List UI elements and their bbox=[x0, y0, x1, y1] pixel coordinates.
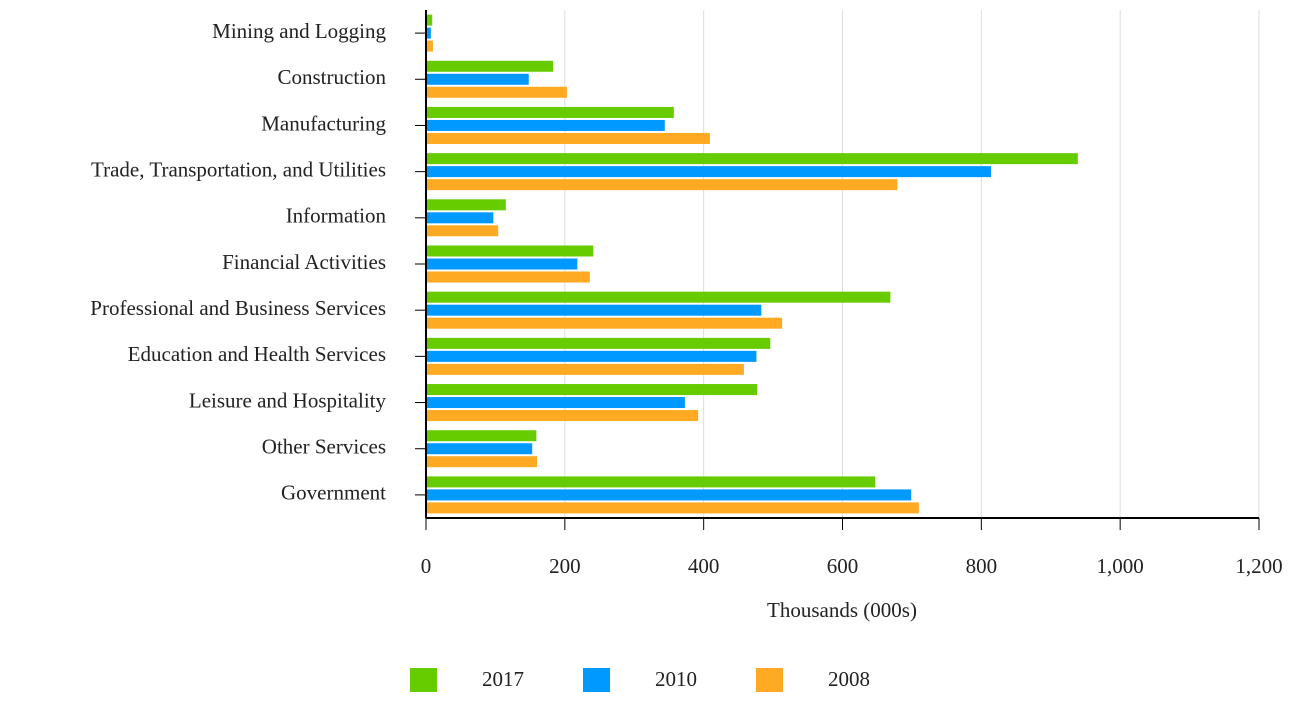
legend-swatch bbox=[756, 668, 783, 692]
x-tick-label: 400 bbox=[688, 554, 720, 578]
legend-label: 2010 bbox=[655, 667, 697, 691]
bar bbox=[426, 73, 529, 85]
bar bbox=[426, 225, 499, 237]
y-tick-label: Government bbox=[281, 481, 386, 505]
bar bbox=[426, 317, 783, 329]
y-tick-label: Manufacturing bbox=[261, 111, 386, 135]
bar bbox=[426, 304, 762, 316]
x-tick-label: 1,200 bbox=[1235, 554, 1282, 578]
bar bbox=[426, 430, 537, 442]
legend-swatch bbox=[583, 668, 610, 692]
bar bbox=[426, 476, 876, 488]
x-axis-label: Thousands (000s) bbox=[767, 598, 917, 622]
bar bbox=[426, 86, 567, 98]
bar bbox=[426, 40, 433, 52]
bar bbox=[426, 337, 771, 349]
bar bbox=[426, 397, 685, 409]
y-tick-label: Other Services bbox=[262, 435, 386, 459]
y-tick-label: Leisure and Hospitality bbox=[189, 388, 387, 412]
bar bbox=[426, 384, 758, 396]
bar bbox=[426, 245, 594, 257]
bar bbox=[426, 199, 506, 211]
x-tick-label: 200 bbox=[549, 554, 581, 578]
bar bbox=[426, 179, 898, 191]
bar bbox=[426, 60, 554, 72]
y-tick-label: Construction bbox=[278, 65, 387, 89]
bar bbox=[426, 119, 665, 131]
bar bbox=[426, 106, 674, 118]
bar bbox=[426, 271, 590, 283]
bar bbox=[426, 27, 431, 39]
x-tick-label: 800 bbox=[966, 554, 998, 578]
bar bbox=[426, 212, 494, 224]
y-tick-label: Professional and Business Services bbox=[90, 296, 386, 320]
bar bbox=[426, 489, 912, 501]
bar bbox=[426, 14, 433, 26]
bar bbox=[426, 153, 1078, 165]
bar bbox=[426, 363, 744, 375]
x-tick-label: 1,000 bbox=[1097, 554, 1144, 578]
y-tick-label: Financial Activities bbox=[222, 250, 386, 274]
bar bbox=[426, 132, 710, 144]
legend-swatch bbox=[410, 668, 437, 692]
bar bbox=[426, 443, 533, 455]
legend-label: 2008 bbox=[828, 667, 870, 691]
legend-label: 2017 bbox=[482, 667, 524, 691]
x-tick-label: 600 bbox=[827, 554, 859, 578]
y-tick-label: Information bbox=[286, 204, 387, 228]
bar bbox=[426, 410, 699, 422]
x-tick-label: 0 bbox=[421, 554, 432, 578]
bar bbox=[426, 291, 891, 303]
bar bbox=[426, 166, 992, 178]
y-tick-label: Education and Health Services bbox=[128, 342, 386, 366]
y-tick-label: Mining and Logging bbox=[212, 19, 386, 43]
y-tick-label: Trade, Transportation, and Utilities bbox=[91, 157, 386, 181]
bar bbox=[426, 350, 757, 362]
bar bbox=[426, 502, 919, 514]
bar bbox=[426, 456, 538, 468]
bar bbox=[426, 258, 578, 270]
